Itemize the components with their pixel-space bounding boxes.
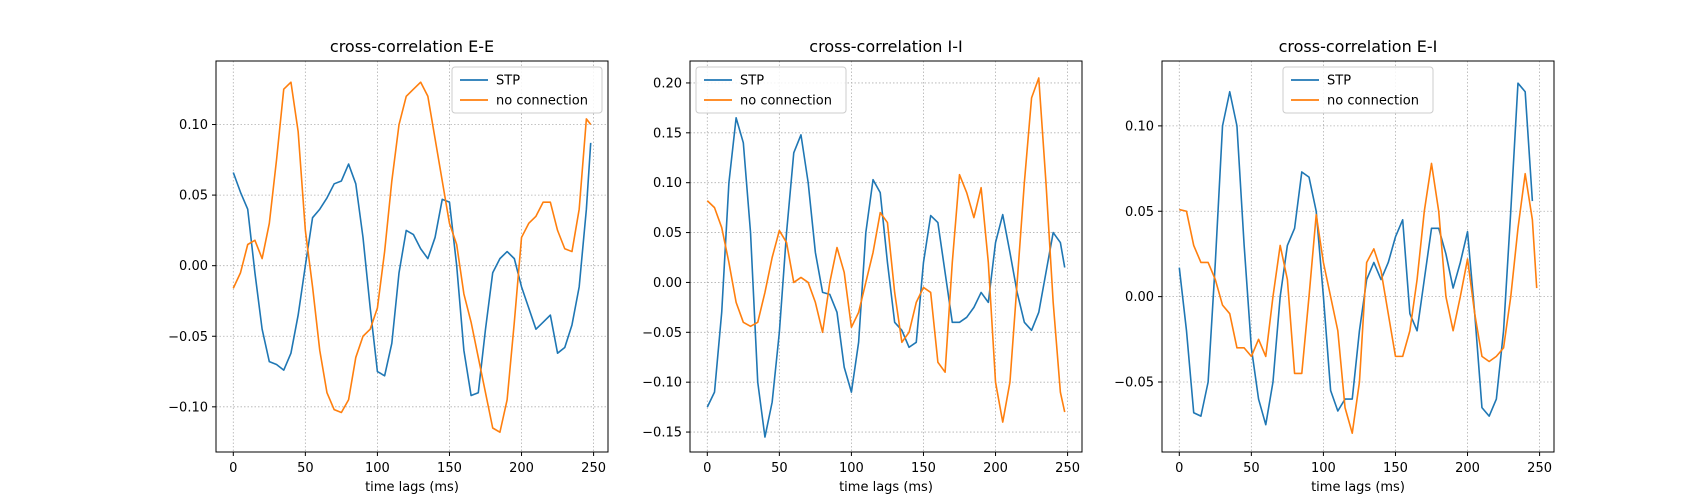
series-line-stp xyxy=(706,117,1066,438)
chart-title: cross-correlation E-I xyxy=(1279,37,1438,56)
y-tick-label: 0.05 xyxy=(1125,205,1154,220)
y-tick-label: 0.10 xyxy=(1125,119,1154,134)
y-tick-label: −0.10 xyxy=(168,400,208,415)
x-tick-label: 50 xyxy=(771,461,788,476)
legend-label-no-connection: no connection xyxy=(740,94,832,109)
x-axis-label: time lags (ms) xyxy=(365,480,459,495)
x-axis-label: time lags (ms) xyxy=(1311,480,1405,495)
x-axis-label: time lags (ms) xyxy=(839,480,933,495)
x-tick-label: 200 xyxy=(509,461,534,476)
x-tick-label: 200 xyxy=(983,461,1008,476)
x-tick-label: 0 xyxy=(1175,461,1183,476)
y-tick-label: −0.10 xyxy=(642,376,682,391)
x-tick-label: 100 xyxy=(1311,461,1336,476)
y-tick-label: −0.15 xyxy=(642,426,682,441)
y-tick-label: 0.00 xyxy=(1125,290,1154,305)
legend-label-stp: STP xyxy=(1327,74,1351,89)
chart-panel-3: 0 50 100 150 200 250 −0.05 0.00 0.05 0.10 cross-co… xyxy=(1114,37,1555,495)
chart-title: cross-correlation E-E xyxy=(330,37,494,56)
x-tick-label: 50 xyxy=(297,461,314,476)
series-line-no-connection xyxy=(232,81,592,434)
y-tick-label: −0.05 xyxy=(642,326,682,341)
x-tick-label: 250 xyxy=(1055,461,1080,476)
y-tick-label: −0.05 xyxy=(168,330,208,345)
x-tick-label: 250 xyxy=(581,461,606,476)
chart-panel-1: 0 50 100 150 200 250 −0.10 −0.05 0.00 0.05 0.10 cro… xyxy=(168,37,609,495)
y-tick-label: 0.20 xyxy=(653,76,682,91)
legend: STP no connection xyxy=(1282,66,1434,114)
series-line-no-connection xyxy=(1179,162,1538,435)
x-tick-label: 200 xyxy=(1455,461,1480,476)
x-tick-label: 250 xyxy=(1527,461,1552,476)
x-tick-label: 150 xyxy=(1383,461,1408,476)
legend-label-no-connection: no connection xyxy=(1327,94,1419,109)
x-tick-label: 100 xyxy=(839,461,864,476)
x-tick-label: 150 xyxy=(437,461,462,476)
y-tick-label: 0.05 xyxy=(179,189,208,204)
legend-label-stp: STP xyxy=(496,74,520,89)
legend-box xyxy=(451,66,603,114)
legend-box xyxy=(695,66,847,114)
series-line-stp xyxy=(232,142,592,397)
x-tick-label: 0 xyxy=(703,461,711,476)
y-tick-label: 0.05 xyxy=(653,226,682,241)
x-tick-label: 50 xyxy=(1243,461,1260,476)
legend-label-no-connection: no connection xyxy=(496,94,588,109)
x-tick-label: 0 xyxy=(229,461,237,476)
y-tick-label: 0.10 xyxy=(653,176,682,191)
axes-frame xyxy=(689,60,1083,453)
y-tick-label: 0.00 xyxy=(179,259,208,274)
axes-frame xyxy=(215,60,609,453)
x-tick-label: 100 xyxy=(365,461,390,476)
y-tick-label: 0.10 xyxy=(179,118,208,133)
x-tick-label: 150 xyxy=(911,461,936,476)
legend: STP no connection xyxy=(451,66,603,114)
legend-box xyxy=(1282,66,1434,114)
y-tick-label: 0.00 xyxy=(653,276,682,291)
legend: STP no connection xyxy=(695,66,847,114)
y-tick-label: 0.15 xyxy=(653,126,682,141)
legend-label-stp: STP xyxy=(740,74,764,89)
series-line-no-connection xyxy=(706,77,1066,423)
axes-frame xyxy=(1161,60,1555,453)
chart-title: cross-correlation I-I xyxy=(809,37,962,56)
chart-panel-2: 0 50 100 150 200 250 −0.15 −0.10 −0.05 0.00 0.05 0.… xyxy=(642,37,1083,495)
y-tick-label: −0.05 xyxy=(1114,375,1154,390)
